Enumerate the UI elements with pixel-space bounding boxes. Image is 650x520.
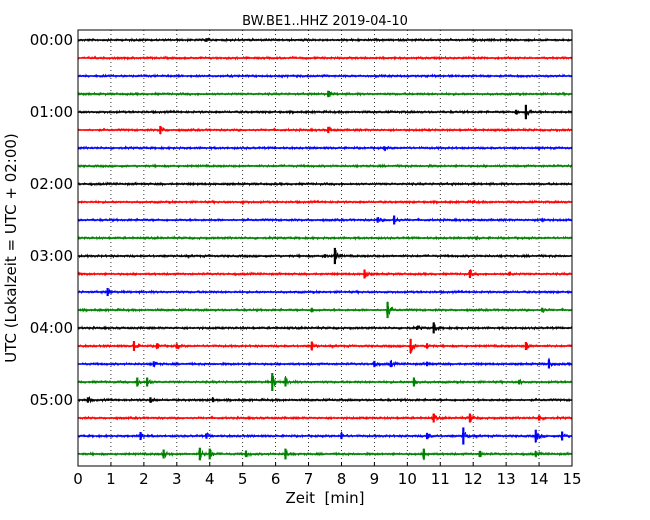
- trace-row: [77, 247, 573, 265]
- trace-row: [77, 125, 573, 135]
- trace-row: [77, 90, 573, 98]
- x-tick-label: 9: [370, 470, 380, 488]
- x-tick-label: 14: [530, 470, 549, 488]
- y-axis: 00:00 01:00 02:00 03:00 04:00 05:00: [30, 31, 82, 409]
- trace-row: [77, 269, 573, 279]
- x-axis-label: Zeit [min]: [285, 489, 364, 507]
- x-tick-label: 0: [73, 470, 83, 488]
- seismic-trace: [77, 342, 573, 354]
- x-tick-label: 5: [238, 470, 248, 488]
- y-tick-label: 01:00: [30, 103, 73, 121]
- seismic-trace: [77, 108, 573, 120]
- trace-row: [77, 321, 573, 334]
- plot-frame: [77, 29, 573, 467]
- trace-row: [77, 395, 573, 404]
- trace-row: [77, 287, 573, 297]
- vertical-grid: [110, 30, 540, 466]
- trace-row: [77, 338, 573, 354]
- trace-row: [77, 163, 573, 169]
- trace-row: [77, 427, 573, 445]
- x-tick-label: 15: [562, 470, 581, 488]
- x-tick-label: 6: [271, 470, 281, 488]
- x-tick-label: 10: [398, 470, 417, 488]
- x-tick-label: 1: [106, 470, 116, 488]
- x-tick-label: 13: [497, 470, 516, 488]
- x-tick-label: 4: [205, 470, 215, 488]
- x-tick-label: 12: [464, 470, 483, 488]
- trace-row: [77, 235, 573, 241]
- trace-row: [77, 301, 573, 319]
- y-tick-label: 03:00: [30, 247, 73, 265]
- trace-row: [77, 104, 573, 120]
- chart-title: BW.BE1..HHZ 2019-04-10: [242, 14, 408, 29]
- seismic-trace: [77, 321, 573, 332]
- trace-row: [77, 36, 573, 43]
- x-axis: 0 1 2 3 4 5 6 7 8 9 10 11 12 13 14 15: [73, 462, 582, 488]
- trace-row: [77, 199, 573, 206]
- seismic-trace: [77, 357, 573, 368]
- trace-row: [77, 357, 573, 369]
- y-tick-label: 02:00: [30, 175, 73, 193]
- x-tick-label: 2: [139, 470, 149, 488]
- seismic-trace: [77, 301, 573, 317]
- x-tick-label: 7: [304, 470, 314, 488]
- trace-row: [77, 55, 573, 62]
- y-axis-label: UTC (Lokalzeit = UTC + 02:00): [2, 133, 20, 363]
- trace-row: [77, 181, 573, 188]
- trace-row: [77, 73, 573, 79]
- trace-row: [77, 447, 573, 461]
- y-tick-label: 04:00: [30, 319, 73, 337]
- trace-row: [77, 413, 573, 423]
- trace-row: [77, 145, 573, 152]
- x-tick-label: 8: [337, 470, 347, 488]
- y-tick-label: 00:00: [30, 31, 73, 49]
- seismic-trace: [77, 431, 573, 443]
- seismic-trace: [77, 373, 573, 387]
- x-tick-label: 3: [172, 470, 182, 488]
- y-tick-label: 05:00: [30, 391, 73, 409]
- x-tick-label: 11: [431, 470, 450, 488]
- trace-row: [77, 373, 573, 391]
- trace-row: [77, 215, 573, 225]
- trace-group: [77, 36, 573, 461]
